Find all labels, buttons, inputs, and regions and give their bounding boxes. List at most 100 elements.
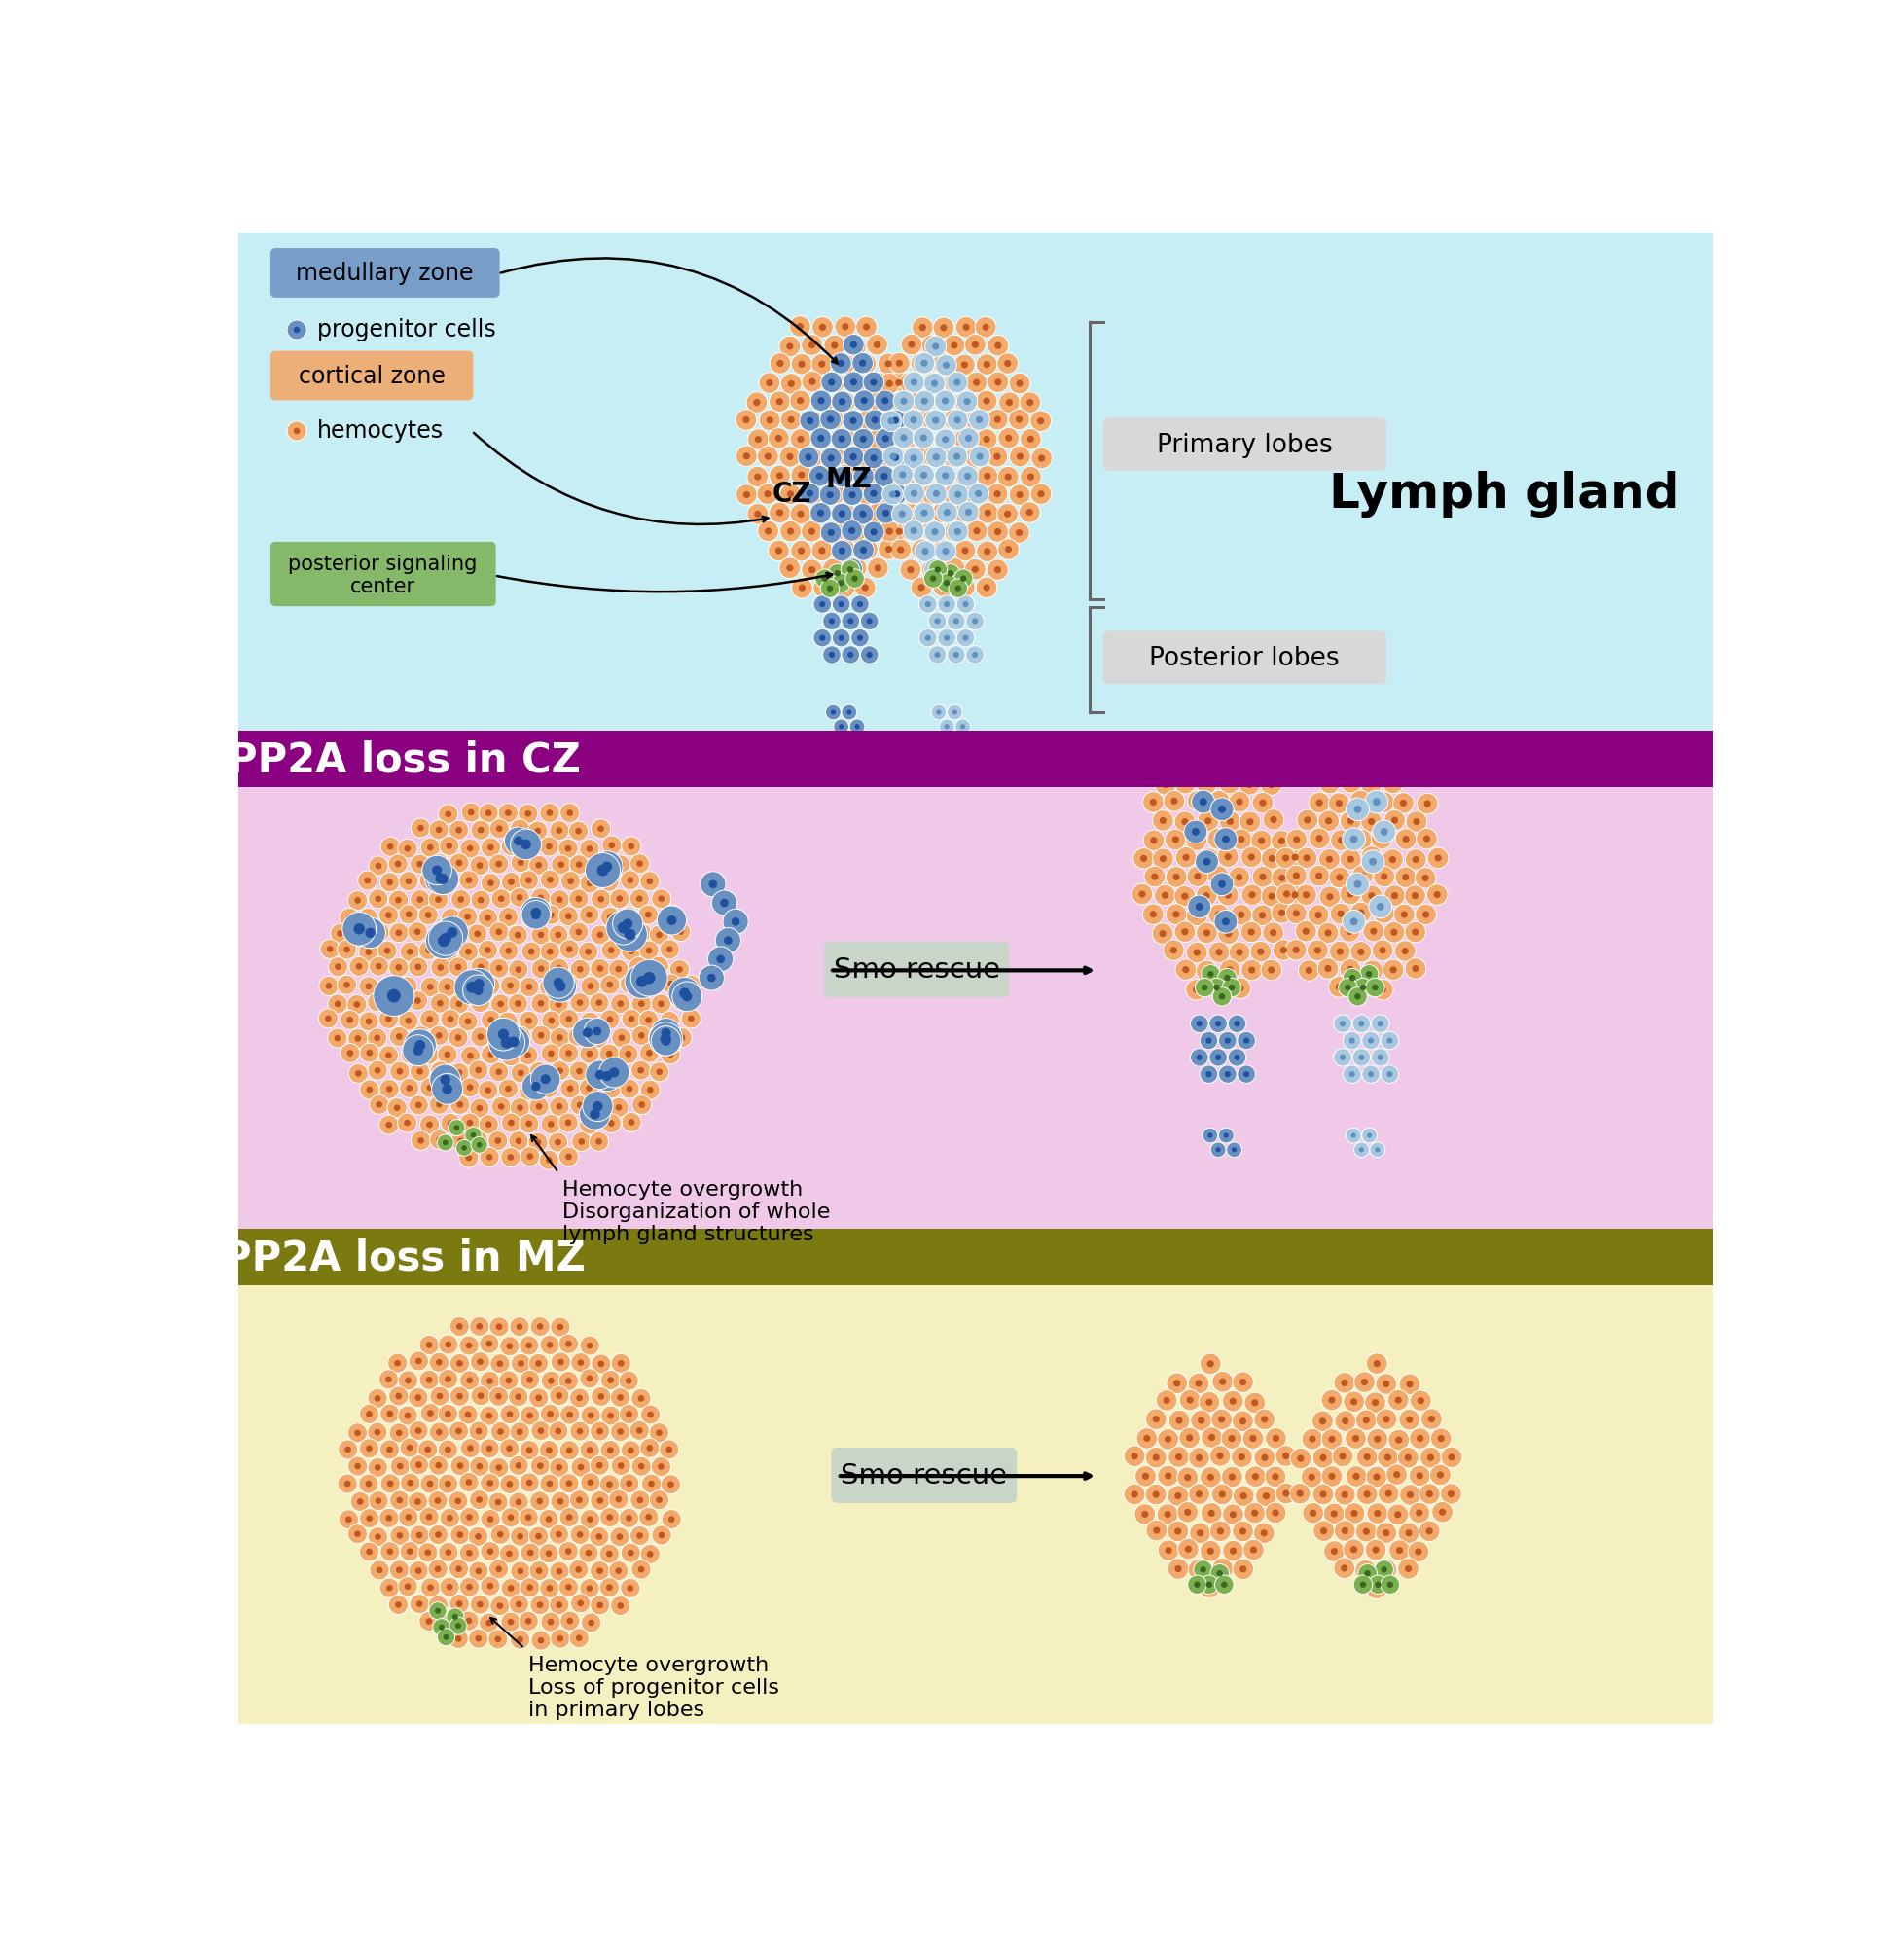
Circle shape [569, 1559, 588, 1579]
Circle shape [1340, 883, 1361, 905]
Circle shape [866, 618, 872, 624]
Circle shape [803, 484, 824, 506]
Circle shape [876, 465, 897, 486]
Circle shape [487, 1548, 493, 1555]
Circle shape [975, 490, 982, 498]
Circle shape [1215, 910, 1222, 918]
Circle shape [1295, 920, 1316, 941]
Circle shape [354, 924, 366, 934]
Circle shape [1354, 1472, 1359, 1480]
Bar [238, 1228, 1714, 1284]
Circle shape [1359, 761, 1367, 769]
Circle shape [1219, 1065, 1238, 1083]
Circle shape [746, 391, 767, 413]
Circle shape [341, 1011, 360, 1030]
Circle shape [931, 380, 939, 387]
Circle shape [449, 957, 468, 976]
Circle shape [1274, 939, 1295, 961]
Circle shape [942, 473, 948, 478]
Circle shape [878, 353, 899, 374]
Circle shape [1409, 1464, 1430, 1486]
Circle shape [520, 1114, 539, 1133]
Circle shape [347, 996, 367, 1015]
Circle shape [358, 872, 377, 891]
Circle shape [611, 1422, 630, 1441]
Circle shape [1386, 1464, 1407, 1486]
Circle shape [1032, 447, 1053, 469]
Circle shape [887, 411, 910, 432]
Circle shape [583, 1029, 592, 1038]
Circle shape [946, 372, 967, 393]
Circle shape [1175, 846, 1196, 868]
Circle shape [1211, 1408, 1232, 1430]
Circle shape [1228, 1048, 1245, 1067]
Circle shape [611, 1596, 630, 1615]
Circle shape [320, 939, 339, 959]
Circle shape [1240, 1379, 1247, 1385]
Circle shape [428, 1027, 449, 1046]
Circle shape [560, 1404, 579, 1424]
Circle shape [598, 1360, 604, 1368]
Circle shape [1207, 1360, 1215, 1368]
Circle shape [1150, 798, 1158, 806]
Circle shape [407, 1480, 413, 1486]
Circle shape [1285, 885, 1306, 905]
Circle shape [647, 1412, 653, 1418]
Circle shape [883, 509, 891, 515]
Circle shape [899, 465, 920, 486]
Circle shape [531, 908, 541, 918]
Circle shape [937, 709, 941, 715]
Circle shape [1337, 910, 1344, 918]
Circle shape [861, 397, 868, 405]
Circle shape [649, 1027, 668, 1046]
Circle shape [426, 1513, 432, 1521]
Circle shape [590, 1096, 611, 1116]
Circle shape [1240, 1565, 1247, 1573]
Circle shape [914, 428, 935, 447]
Circle shape [495, 1499, 501, 1505]
Circle shape [1291, 854, 1299, 860]
Circle shape [941, 397, 948, 405]
Circle shape [1177, 1466, 1198, 1488]
Circle shape [962, 546, 969, 554]
Circle shape [1219, 1565, 1226, 1573]
Circle shape [390, 1457, 409, 1476]
Circle shape [798, 360, 805, 368]
Circle shape [1207, 866, 1228, 887]
Circle shape [567, 810, 573, 815]
Circle shape [373, 1034, 381, 1040]
Circle shape [1253, 792, 1274, 814]
Circle shape [527, 1412, 533, 1418]
Circle shape [1342, 910, 1365, 934]
Circle shape [486, 1619, 491, 1625]
Circle shape [1259, 837, 1264, 845]
Circle shape [828, 564, 847, 583]
Circle shape [1359, 1147, 1363, 1153]
Circle shape [1224, 930, 1232, 938]
Circle shape [826, 416, 834, 422]
Circle shape [478, 897, 484, 903]
Circle shape [1373, 1546, 1378, 1553]
Circle shape [586, 1584, 592, 1592]
Circle shape [1230, 1548, 1238, 1553]
Circle shape [906, 473, 914, 478]
Circle shape [518, 1069, 524, 1077]
Circle shape [499, 1337, 520, 1356]
Circle shape [1186, 866, 1209, 887]
Circle shape [550, 1387, 569, 1406]
Circle shape [594, 1069, 602, 1075]
Circle shape [421, 839, 440, 858]
Circle shape [1196, 1021, 1203, 1027]
Circle shape [411, 1027, 430, 1046]
Circle shape [556, 1001, 562, 1007]
Text: Hemocyte overgrowth
Disorganization of whole
lymph gland structures: Hemocyte overgrowth Disorganization of w… [562, 1180, 830, 1245]
Circle shape [619, 1044, 638, 1063]
Circle shape [954, 391, 975, 413]
Circle shape [908, 455, 916, 461]
Circle shape [529, 1354, 548, 1373]
Circle shape [470, 1387, 491, 1406]
Circle shape [1306, 939, 1329, 961]
Circle shape [954, 577, 975, 597]
Circle shape [516, 1534, 524, 1540]
Circle shape [809, 566, 815, 573]
